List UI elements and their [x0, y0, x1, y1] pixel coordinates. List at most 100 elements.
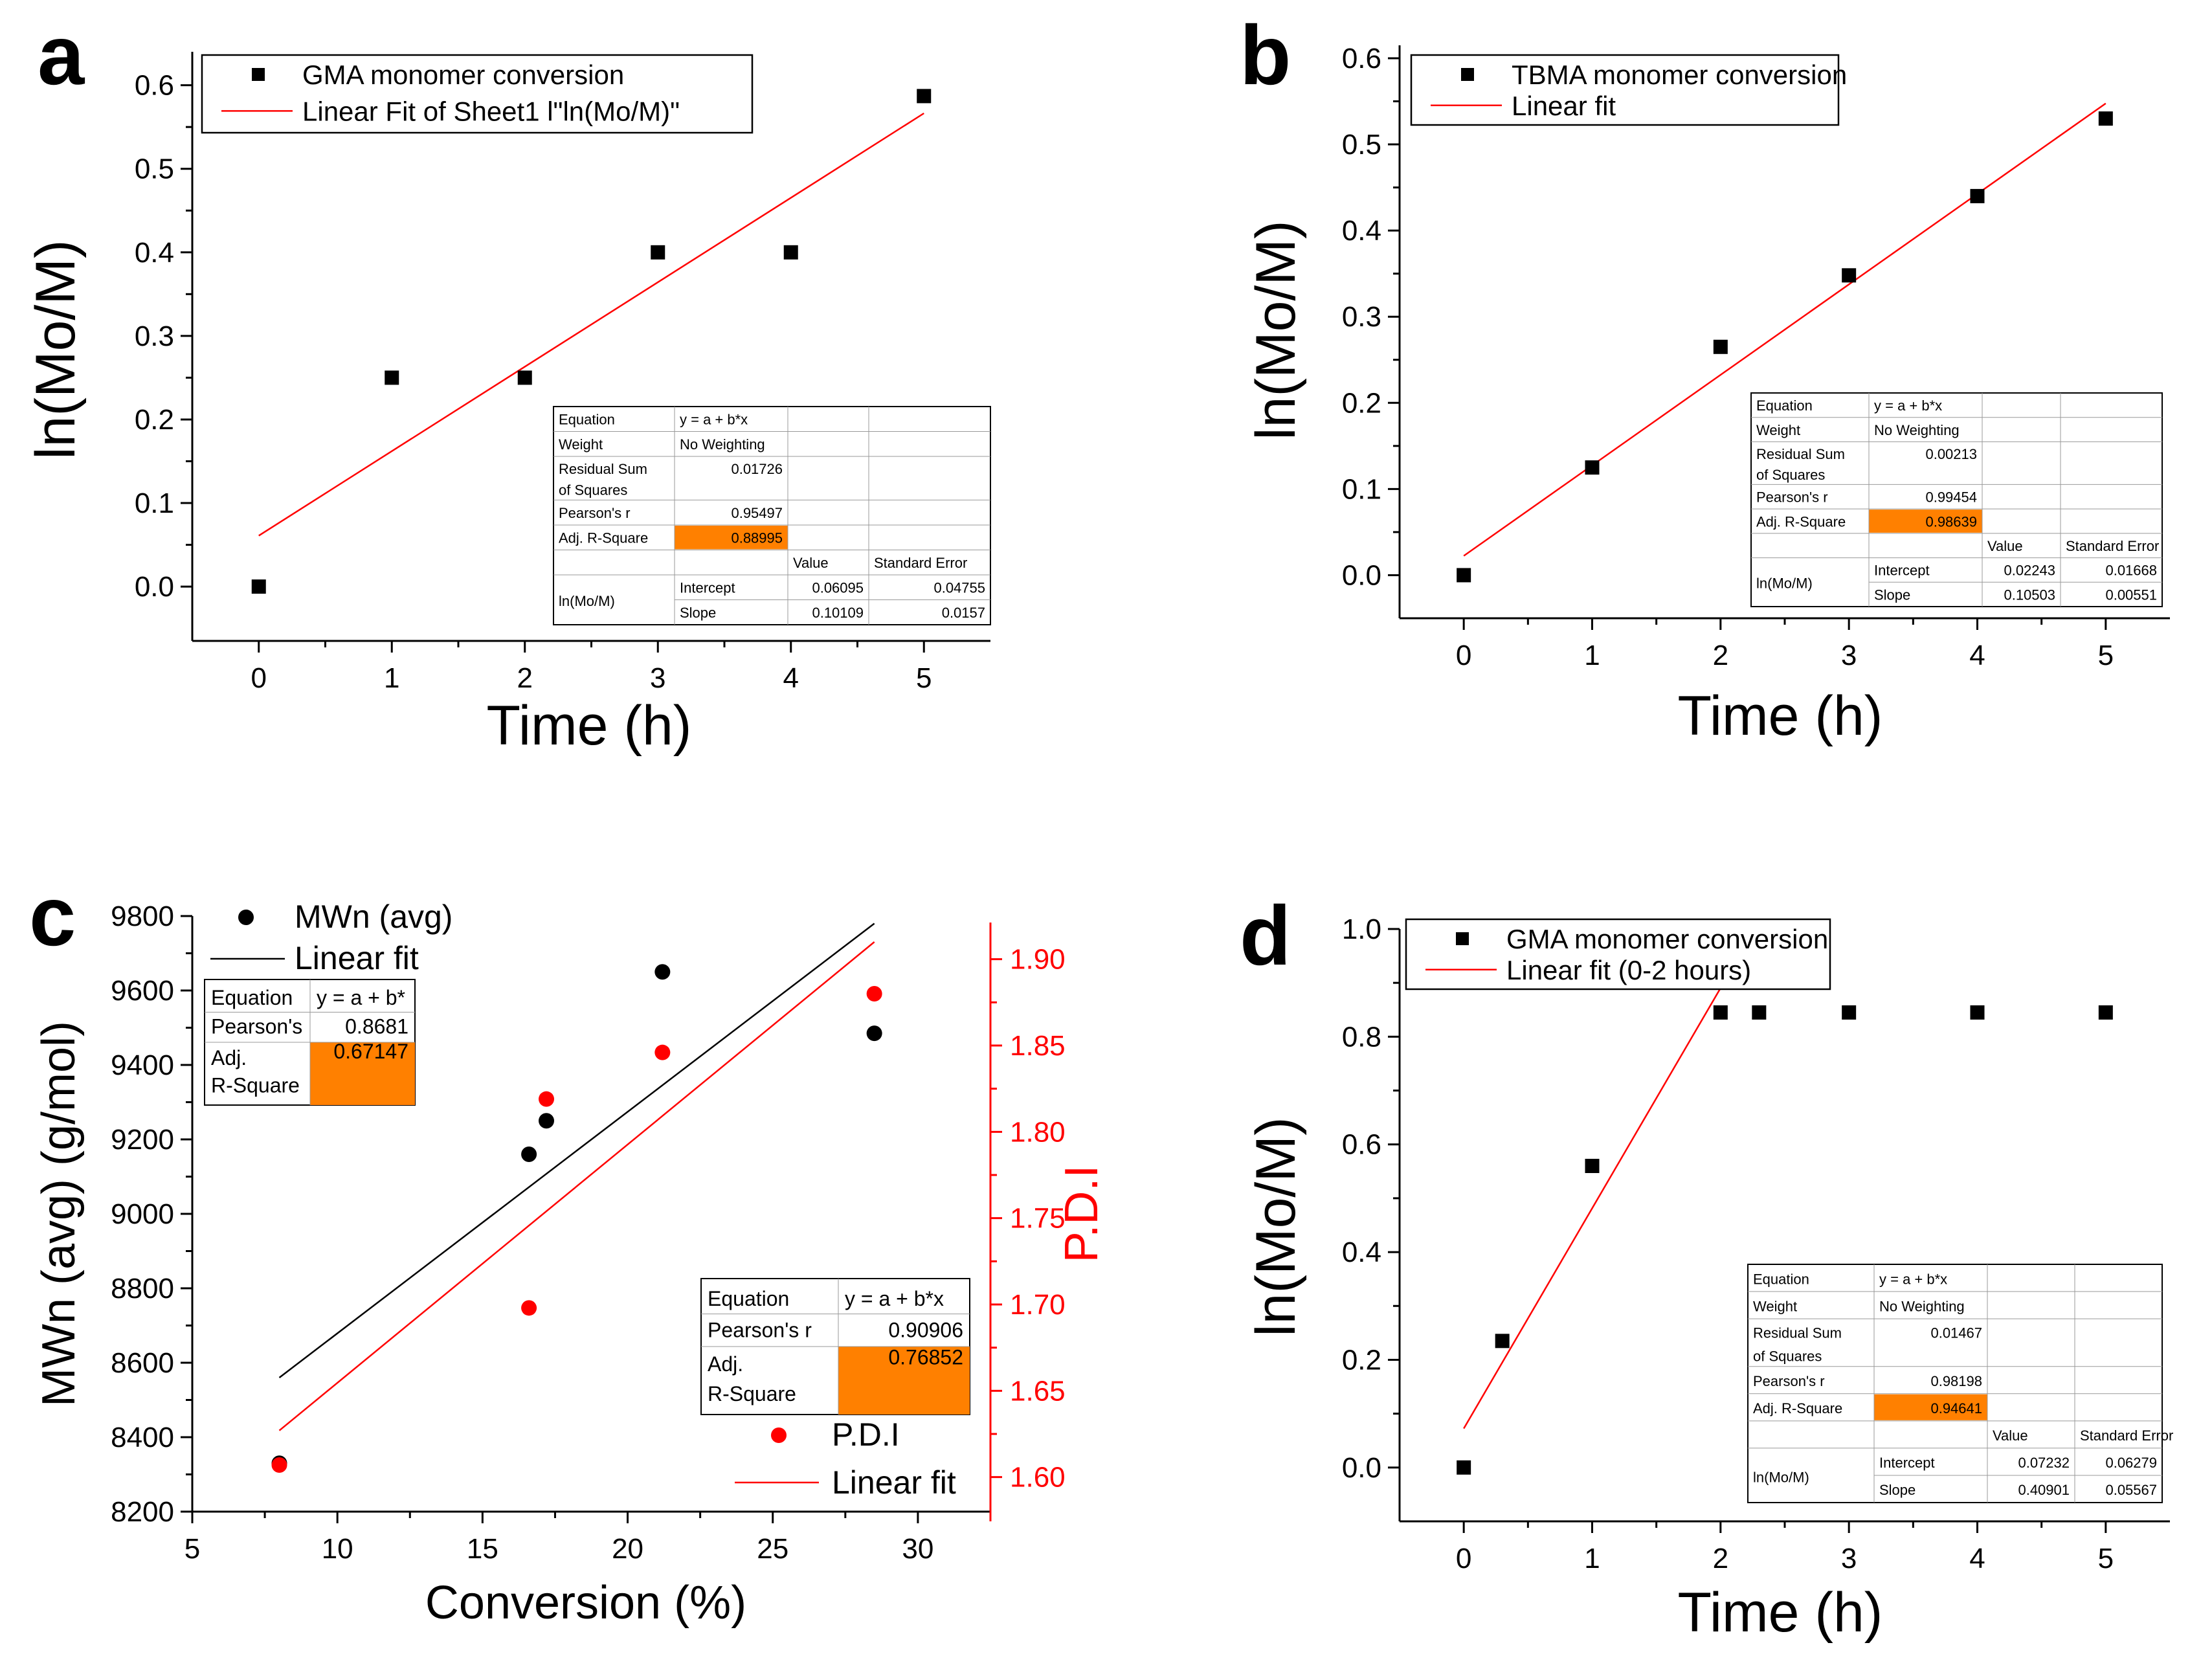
- stats-cell-text: Residual Sum: [1753, 1325, 1842, 1341]
- data-point-square: [1585, 1159, 1600, 1173]
- stats-cell-text: No Weighting: [680, 436, 765, 453]
- y-tick-label: 9400: [111, 1049, 174, 1081]
- stats-cell-text: y = a + b*x: [1879, 1271, 1947, 1287]
- y-tick-label: 0.1: [135, 487, 174, 519]
- stats-cell-text: Adj. R-Square: [1756, 513, 1846, 530]
- stats-cell-text: y = a + b*x: [680, 412, 748, 428]
- stats-cell-text: Equation: [708, 1287, 789, 1310]
- x-tick-label: 0: [251, 662, 267, 694]
- x-tick-label: 2: [1713, 640, 1728, 671]
- x-tick-label: 3: [650, 662, 665, 694]
- stats-cell-text: Pearson's r: [1756, 489, 1828, 506]
- data-point-pdi: [539, 1091, 555, 1107]
- stats-cell-text: Equation: [1753, 1271, 1809, 1287]
- stats-cell-text: Standard Error: [874, 555, 967, 571]
- legend-label-series: TBMA monomer conversion: [1512, 60, 1847, 90]
- data-point-square: [251, 579, 266, 594]
- y-tick-label: 8800: [111, 1273, 174, 1304]
- stats-cell-text: Pearson's r: [708, 1318, 812, 1341]
- stats-cell-text: Equation: [1756, 397, 1813, 414]
- stats-cell-text: y = a + b*x: [1874, 397, 1942, 414]
- data-point-square: [1713, 1005, 1728, 1020]
- x-tick-label: 10: [322, 1533, 353, 1565]
- x-tick-label: 3: [1841, 640, 1857, 671]
- stats-cell-text: 0.00551: [2105, 587, 2157, 603]
- x-axis-title: Conversion (%): [425, 1577, 746, 1629]
- fit-line: [258, 112, 924, 537]
- x-tick-label: 25: [757, 1533, 788, 1565]
- x-tick-label: 4: [1969, 640, 1985, 671]
- stats-cell-text: Standard Error: [2080, 1427, 2173, 1444]
- stats-cell-text: No Weighting: [1879, 1298, 1965, 1314]
- x-tick-label: 2: [517, 662, 533, 694]
- data-point-mwn: [539, 1113, 555, 1129]
- y-tick-label: 0.2: [1342, 387, 1381, 419]
- stats-highlight-cell: [838, 1347, 970, 1415]
- stats-cell-text: y = a + b*x: [845, 1287, 944, 1310]
- stats-cell-text: 0.10503: [2004, 587, 2055, 603]
- stats-cell-text: 0.00213: [1925, 446, 1977, 462]
- stats-highlight-cell: [1869, 509, 1982, 533]
- y-tick-label: 0.4: [1342, 1236, 1381, 1268]
- stats-cell-text: 0.04755: [933, 580, 985, 596]
- stats-cell-text: R-Square: [211, 1074, 300, 1097]
- legend-label-fit: Linear fit: [1512, 91, 1616, 121]
- stats-cell-text: 0.98198: [1930, 1373, 1982, 1389]
- stats-cell-text: ln(Mo/M): [559, 593, 615, 609]
- legend-marker-square: [1461, 68, 1474, 81]
- stats-highlight-cell: [675, 525, 788, 550]
- stats-cell-text: Equation: [211, 986, 293, 1009]
- y-tick-label: 9600: [111, 975, 174, 1007]
- stats-cell-text: 0.06095: [812, 580, 864, 596]
- legend-label-series: GMA monomer conversion: [1506, 924, 1828, 954]
- y-tick-label: 0.8: [1342, 1021, 1381, 1053]
- stats-table-border: [553, 406, 991, 625]
- stats-cell-text: Value: [1993, 1427, 2028, 1444]
- stats-cell-text: 0.0157: [942, 605, 985, 621]
- x-tick-label: 30: [902, 1533, 933, 1565]
- legend-label-fit-pdi: Linear fit: [832, 1464, 956, 1501]
- stats-cell-text: Pearson's r: [1753, 1373, 1825, 1389]
- stats-cell-text: Weight: [559, 436, 603, 453]
- stats-cell-text: Intercept: [1874, 563, 1930, 579]
- legend-marker-square: [252, 68, 265, 81]
- panel-letter: b: [1240, 8, 1291, 102]
- stats-table-border: [1750, 392, 2163, 607]
- stats-cell-text: Adj. R-Square: [559, 530, 648, 546]
- data-point-pdi: [521, 1300, 537, 1316]
- x-tick-label: 0: [1456, 1543, 1471, 1574]
- stats-cell-text: Intercept: [680, 580, 735, 596]
- stats-cell-text: Slope: [680, 605, 716, 621]
- panel-c: 5 10 15 20 25 30 8200 8400 8600 8800 9000 9200 9400 9…: [29, 869, 1108, 1629]
- stats-cell-text: 0.02243: [2004, 563, 2055, 579]
- stats-cell-text: ln(Mo/M): [1753, 1469, 1809, 1485]
- panel-d: 0 1 2 3 4 5 0.0 0.2 0.4 0.6 0.8 1.0 Time (h) ln(Mo/M)…: [1240, 888, 2173, 1644]
- stats-highlight-cell: [310, 1042, 415, 1105]
- data-point-square: [783, 245, 798, 260]
- stats-cell-text: 0.05567: [2105, 1482, 2157, 1498]
- right-y-tick-label: 1.85: [1010, 1030, 1066, 1062]
- legend-label-mwn: MWn (avg): [295, 899, 452, 935]
- stats-cell-text: 0.10109: [812, 605, 864, 621]
- legend-label-fit: Linear fit (0-2 hours): [1506, 955, 1751, 985]
- legend-marker-square: [1456, 932, 1469, 945]
- stats-cell-text: 0.98639: [1925, 513, 1977, 530]
- data-point-square: [517, 370, 532, 385]
- y-tick-label: 0.1: [1342, 473, 1381, 505]
- right-y-tick-label: 1.65: [1010, 1375, 1066, 1407]
- data-point-square: [1457, 1460, 1471, 1475]
- y-tick-label: 0.6: [1342, 1129, 1381, 1161]
- stats-cell-text: 0.8681: [345, 1014, 408, 1038]
- x-tick-label: 15: [467, 1533, 498, 1565]
- stats-cell-text: Value: [1987, 538, 2023, 554]
- stats-cell-text: R-Square: [708, 1382, 796, 1405]
- stats-cell-text: 0.88995: [731, 530, 783, 546]
- y-tick-label: 0.4: [1342, 215, 1381, 247]
- y-tick-label: 0.0: [135, 571, 174, 603]
- y-tick-label: 0.4: [135, 237, 174, 269]
- stats-cell-text: 0.40901: [2018, 1482, 2070, 1498]
- data-point-square: [1842, 1005, 1857, 1020]
- data-point-mwn: [521, 1147, 537, 1162]
- stats-cell-text: Value: [793, 555, 829, 571]
